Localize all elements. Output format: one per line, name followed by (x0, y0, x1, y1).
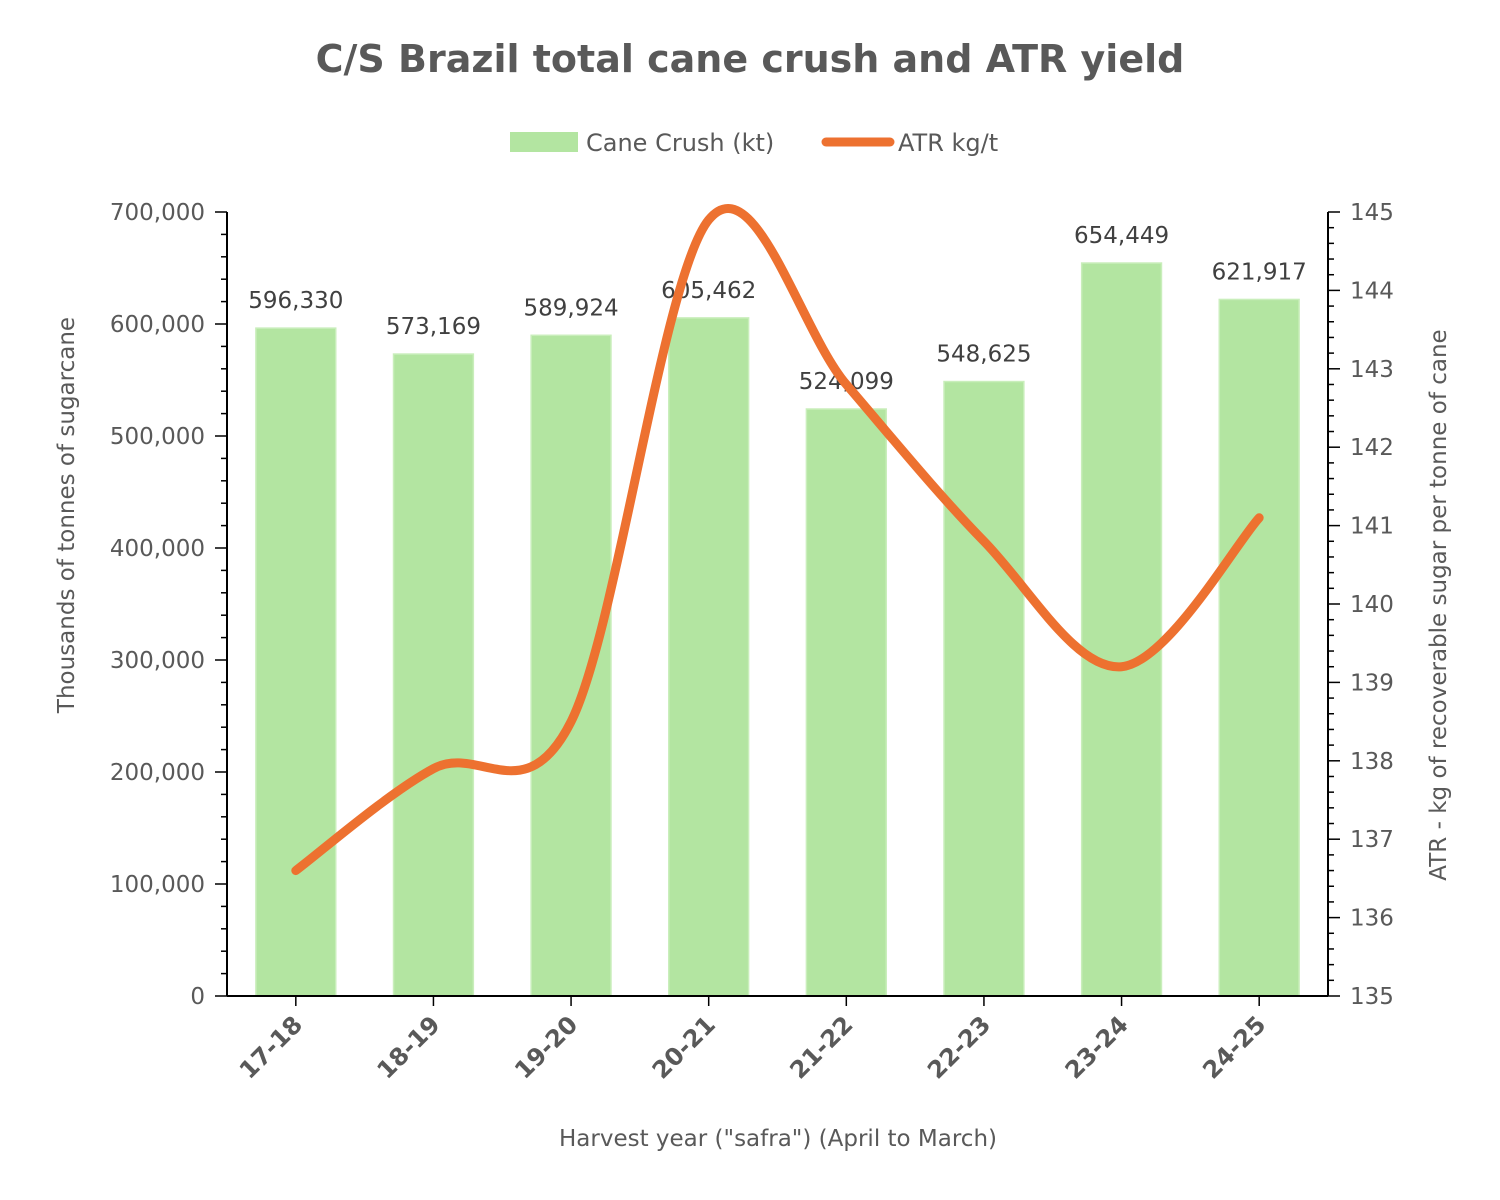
y-tick-label: 300,000 (110, 648, 205, 674)
bar-19-20 (530, 334, 612, 997)
bars-group (255, 262, 1300, 997)
y2-axis-title: ATR - kg of recoverable sugar per tonne … (1426, 329, 1452, 880)
bar-22-23 (943, 380, 1025, 997)
bar-24-25 (1218, 298, 1300, 997)
y2-tick-label: 137 (1350, 827, 1394, 853)
y-tick-label: 200,000 (110, 760, 205, 786)
bar-21-22 (805, 408, 887, 997)
y2-tick-label: 143 (1350, 357, 1394, 383)
x-tick-label-18-19: 18-19 (372, 1010, 446, 1084)
x-axis-title: Harvest year ("safra") (April to March) (559, 1126, 997, 1152)
atr-line-group (291, 204, 1264, 876)
y2-tick-label: 141 (1350, 514, 1394, 540)
bar-20-21 (668, 317, 750, 997)
y-axis-title: Thousands of tonnes of sugarcane (54, 317, 80, 714)
x-tick-label-21-22: 21-22 (784, 1010, 858, 1084)
y2-tick-label: 145 (1350, 200, 1394, 226)
atr-line (291, 204, 1264, 876)
bar-value-label-24-25: 621,917 (1212, 259, 1307, 285)
x-tick-label-22-23: 22-23 (922, 1010, 996, 1084)
bar-value-label-17-18: 596,330 (248, 288, 343, 314)
bar-value-label-19-20: 589,924 (524, 295, 619, 321)
y-tick-label: 100,000 (110, 872, 205, 898)
bar-17-18 (255, 327, 337, 997)
y2-tick-label: 135 (1350, 984, 1394, 1010)
x-tick-label-24-25: 24-25 (1197, 1010, 1271, 1084)
y-tick-label: 0 (190, 984, 205, 1010)
x-tick-label-23-24: 23-24 (1060, 1010, 1134, 1084)
bar-18-19 (392, 353, 475, 997)
bar-labels-group: 596,330573,169589,924605,462524,099548,6… (248, 223, 1307, 395)
y-tick-label: 400,000 (110, 536, 205, 562)
y-tick-label: 700,000 (110, 200, 205, 226)
y2-tick-label: 136 (1350, 906, 1394, 932)
bar-23-24 (1080, 262, 1163, 997)
x-tick-label-19-20: 19-20 (509, 1010, 583, 1084)
y-tick-label: 600,000 (110, 312, 205, 338)
legend-label-cane-crush: Cane Crush (kt) (586, 129, 774, 157)
legend: Cane Crush (kt) ATR kg/t (510, 129, 998, 157)
y2-tick-label: 140 (1350, 592, 1394, 618)
y2-tick-label: 139 (1350, 670, 1394, 696)
y2-tick-label: 144 (1350, 278, 1394, 304)
x-tick-label-17-18: 17-18 (234, 1010, 308, 1084)
chart-title: C/S Brazil total cane crush and ATR yiel… (316, 37, 1185, 81)
legend-swatch-cane-crush (510, 132, 578, 152)
x-tick-label-20-21: 20-21 (647, 1010, 721, 1084)
legend-label-atr: ATR kg/t (898, 129, 998, 157)
bar-value-label-18-19: 573,169 (386, 314, 481, 340)
y-tick-label: 500,000 (110, 424, 205, 450)
bar-value-label-23-24: 654,449 (1074, 223, 1169, 249)
bar-value-label-22-23: 548,625 (936, 342, 1031, 368)
y2-tick-label: 138 (1350, 749, 1394, 775)
y2-tick-label: 142 (1350, 435, 1394, 461)
